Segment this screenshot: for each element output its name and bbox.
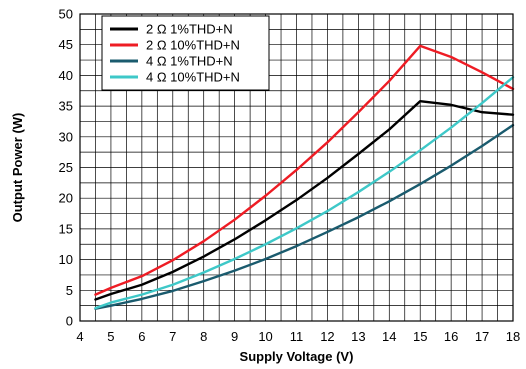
legend: 2 Ω 1%THD+N2 Ω 10%THD+N4 Ω 1%THD+N4 Ω 10… xyxy=(101,15,270,91)
legend-label-3: 4 Ω 1%THD+N xyxy=(146,54,233,69)
y-tick-label: 20 xyxy=(59,191,73,206)
x-tick-label: 7 xyxy=(169,329,176,344)
x-tick-label: 14 xyxy=(382,329,396,344)
x-tick-label: 4 xyxy=(76,329,83,344)
x-tick-label: 9 xyxy=(231,329,238,344)
y-tick-label: 5 xyxy=(66,283,73,298)
y-tick-label: 50 xyxy=(59,7,73,22)
x-tick-label: 17 xyxy=(475,329,489,344)
y-tick-label: 35 xyxy=(59,99,73,114)
x-tick-label: 10 xyxy=(258,329,272,344)
plot-frame xyxy=(79,13,514,322)
y-tick-label: 15 xyxy=(59,221,73,236)
y-tick-label: 10 xyxy=(59,252,73,267)
x-tick-label: 18 xyxy=(506,329,520,344)
y-tick-label: 0 xyxy=(66,314,73,329)
legend-label-2: 2 Ω 10%THD+N xyxy=(146,38,240,53)
series-line-1 xyxy=(94,99,515,301)
y-tick-label: 25 xyxy=(59,160,73,175)
x-tick-label: 12 xyxy=(320,329,334,344)
x-tick-label: 13 xyxy=(351,329,365,344)
x-tick-label: 8 xyxy=(200,329,207,344)
x-tick-label: 11 xyxy=(290,329,304,344)
x-axis-title: Supply Voltage (V) xyxy=(240,349,354,364)
series-lines xyxy=(94,44,515,310)
y-tick-label: 40 xyxy=(59,68,73,83)
x-tick-label: 6 xyxy=(138,329,145,344)
x-tick-label: 15 xyxy=(413,329,427,344)
y-tick-label: 30 xyxy=(59,129,73,144)
y-tick-label: 45 xyxy=(59,37,73,52)
tick-labels: 4 5 6 7 8 9 10 11 12 13 14 15 16 17 180510152025303540… xyxy=(59,7,521,345)
series-line-2 xyxy=(94,44,515,296)
x-tick-label: 16 xyxy=(444,329,458,344)
legend-label-1: 2 Ω 1%THD+N xyxy=(146,22,233,37)
legend-label-4: 4 Ω 10%THD+N xyxy=(146,70,240,85)
y-axis-title: Output Power (W) xyxy=(10,113,25,223)
series-line-4 xyxy=(94,76,515,310)
x-tick-label: 5 xyxy=(107,329,114,344)
series-line-3 xyxy=(94,123,515,310)
